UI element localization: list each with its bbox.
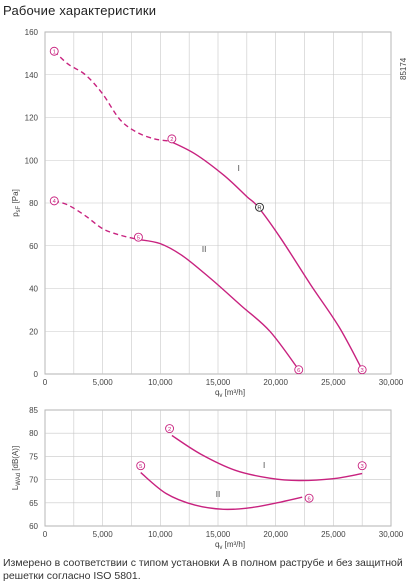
- page-title: Рабочие характеристики: [3, 3, 157, 18]
- point-marker-label: R: [257, 206, 261, 212]
- y-tick-label: 70: [29, 476, 38, 485]
- pressure-chart: 0 20 40 60 80 100 120 140 160 0 5,000 10,000 15,000 2…: [11, 28, 404, 399]
- point-marker-label: 3: [361, 464, 364, 470]
- x-tick-label: 20,000: [263, 530, 288, 539]
- x-axis-label: qv [m³/h]: [215, 540, 245, 551]
- curve-label: I: [238, 164, 240, 173]
- document-code: 85174: [399, 57, 408, 80]
- point-marker-3: [357, 365, 367, 375]
- point-marker-label: 2: [170, 137, 173, 143]
- y-tick-label: 60: [29, 242, 38, 251]
- y-tick-label: 20: [29, 327, 38, 336]
- y-tick-label: 40: [29, 285, 38, 294]
- point-marker-6: [304, 493, 314, 503]
- y-axis-label: LWAd [dB(A)]: [11, 446, 22, 490]
- point-marker-2: [165, 424, 175, 434]
- point-marker-label: 1: [53, 50, 56, 56]
- y-tick-label: 85: [29, 406, 38, 415]
- x-tick-label: 15,000: [206, 378, 231, 387]
- point-marker-6: [294, 365, 304, 375]
- point-marker-3: [357, 461, 367, 471]
- curve-label: II: [216, 490, 220, 499]
- x-tick-label: 5,000: [93, 530, 114, 539]
- y-tick-label: 60: [29, 522, 38, 531]
- y-tick-label: 0: [34, 370, 39, 379]
- y-tick-label: 80: [29, 199, 38, 208]
- x-tick-label: 30,000: [379, 530, 404, 539]
- curve-label: II: [202, 245, 206, 254]
- point-marker-label: 5: [139, 464, 142, 470]
- point-marker-4: [49, 196, 59, 206]
- y-tick-label: 140: [25, 71, 39, 80]
- x-tick-label: 25,000: [321, 378, 346, 387]
- x-tick-label: 0: [43, 530, 48, 539]
- y-axis-label: psF [Pa]: [11, 189, 22, 217]
- point-marker-label: 6: [307, 496, 310, 502]
- point-marker-5: [136, 461, 146, 471]
- x-tick-label: 10,000: [148, 378, 173, 387]
- point-marker-label: 5: [137, 236, 140, 242]
- x-tick-label: 25,000: [321, 530, 346, 539]
- x-axis-label: qv [m³/h]: [215, 388, 245, 399]
- curve-label: I: [263, 461, 265, 470]
- series-II-line: [137, 238, 300, 371]
- series-II-dashed-line: [53, 200, 138, 240]
- point-marker-label: 4: [53, 199, 57, 205]
- y-tick-label: 65: [29, 499, 38, 508]
- series-I-dashed-line: [53, 50, 170, 142]
- point-marker-2: [167, 134, 177, 144]
- x-tick-label: 15,000: [206, 530, 231, 539]
- y-tick-label: 80: [29, 429, 38, 438]
- x-tick-label: 5,000: [93, 378, 114, 387]
- y-tick-label: 160: [25, 28, 39, 37]
- y-tick-label: 120: [25, 114, 39, 123]
- point-marker-1: [49, 46, 59, 56]
- x-tick-label: 10,000: [148, 530, 173, 539]
- point-marker-5: [133, 232, 143, 242]
- x-tick-label: 0: [43, 378, 48, 387]
- measurement-note: Измерено в соответствии с типом установк…: [3, 557, 403, 582]
- y-tick-label: 100: [25, 156, 39, 165]
- point-marker-label: 3: [361, 368, 364, 374]
- x-tick-label: 30,000: [379, 378, 404, 387]
- series-II-line: [140, 472, 303, 511]
- x-tick-label: 20,000: [263, 378, 288, 387]
- point-marker-R: [255, 202, 264, 212]
- point-marker-label: 6: [297, 368, 300, 374]
- y-tick-label: 75: [29, 452, 38, 461]
- series-I-line: [171, 434, 363, 482]
- point-marker-label: 2: [168, 427, 171, 433]
